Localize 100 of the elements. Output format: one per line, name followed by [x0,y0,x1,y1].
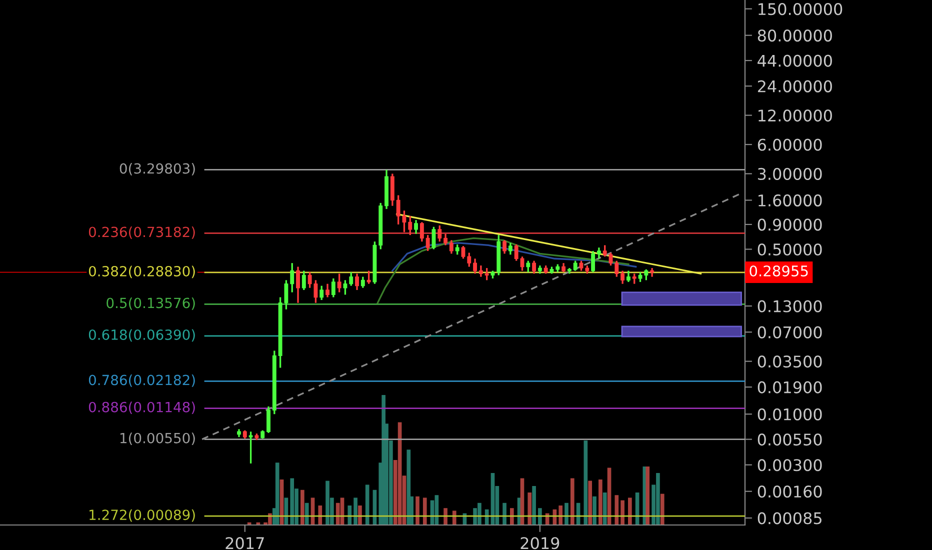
candlestick [632,272,636,285]
ref-line-label: 0.236(0.73182) [88,226,195,239]
bar [365,484,370,525]
y-tick-label: 0.00300 [758,459,822,472]
bar [532,486,536,525]
bar [502,502,506,525]
candlestick [596,246,601,260]
y-tick-label: 0.01000 [758,408,822,420]
bar [588,480,592,525]
candlestick [620,270,625,285]
candlestick [343,279,348,296]
ref-line-label: 0.886(0.01148) [88,402,195,414]
y-tick-label: 0.00085 [758,512,822,524]
bar [528,492,532,525]
candlestick [591,250,596,274]
candlestick [508,242,512,256]
candlestick [366,270,371,285]
candlestick [644,268,648,281]
candlestick [266,406,270,434]
y-tick-label: 80.00000 [758,30,832,42]
candlestick [579,260,584,272]
bar [318,506,322,525]
candlestick [602,244,607,258]
candlestick [514,244,518,262]
ref-line-label: 0.382(0.28830) [88,266,195,278]
bar [275,462,280,525]
bar [444,508,448,525]
candlestick [408,215,412,236]
candlestick [290,262,294,294]
y-tick-label: 1.60000 [758,194,822,207]
ref-line-label: 0.786(0.02182) [88,374,195,387]
bar [564,502,568,525]
ref-line-label: 1(0.00550) [120,432,195,445]
bar [660,494,664,525]
candlestick [302,270,306,291]
y-tick-label: 0.13000 [758,300,822,312]
bar [354,498,358,525]
ref-line-label: 1.272(0.00089) [90,509,195,522]
ref-line-label: 0.5(0.13576) [106,297,195,310]
candlestick [355,272,359,291]
candlestick [473,258,477,275]
candlestick [248,430,253,464]
y-tick-label: 6.00000 [758,138,822,151]
candlestick [467,252,472,268]
candlestick [331,278,336,298]
x-tick-label: 2019 [520,537,560,550]
y-tick-label: 0.07000 [758,326,822,338]
candlestick [390,172,394,207]
y-tick-label: 0.50000 [758,243,822,256]
y-tick-label: 0.00550 [758,434,822,446]
bar [304,502,309,525]
candlestick [426,234,430,252]
x-tick-label: 2017 [226,537,264,550]
candlestick [626,270,630,283]
bar [602,492,607,525]
candlestick [526,260,530,274]
bar [358,506,362,525]
bar [558,506,563,525]
y-tick-label: 0.00160 [758,486,822,498]
bar [598,480,602,525]
ref-line-label: 0(3.29803) [120,163,195,176]
candlestick [432,226,436,250]
ref-line-label: 0.618(0.06390) [88,329,195,342]
bar [570,478,574,525]
bar [290,478,294,525]
bar [510,508,514,525]
y-tick-label: 0.90000 [758,218,822,231]
candlestick [455,244,460,256]
candlestick [562,262,566,274]
bar [300,490,304,525]
candlestick [444,233,448,246]
y-tick-label: 24.00000 [758,80,832,92]
candlestick [478,264,483,278]
candlestick [638,271,642,283]
candlestick [650,267,654,278]
ref-line-label: 0.28955 [750,265,808,276]
line-series [376,237,630,304]
y-tick-label: 150.00000 [758,3,842,16]
bar [614,495,619,525]
bar [646,466,650,525]
bar [538,508,542,525]
candlestick [420,221,424,242]
candlestick [532,260,536,275]
y-tick-label: 0.01900 [758,381,822,394]
candlestick [449,239,454,255]
bar [422,498,427,525]
candlestick [484,267,489,281]
bar [592,496,596,525]
candlestick [326,283,330,298]
bar [628,498,632,525]
bar [348,506,352,525]
y-tick-label: 44.00000 [758,54,832,67]
bar [416,496,420,525]
y-tick-label: 12.00000 [758,110,832,122]
candlestick [461,245,466,260]
candlestick [502,239,507,255]
candlestick [296,266,300,304]
candlestick [438,224,442,242]
candlestick [573,260,578,272]
y-tick-label: 0.03500 [758,356,822,368]
